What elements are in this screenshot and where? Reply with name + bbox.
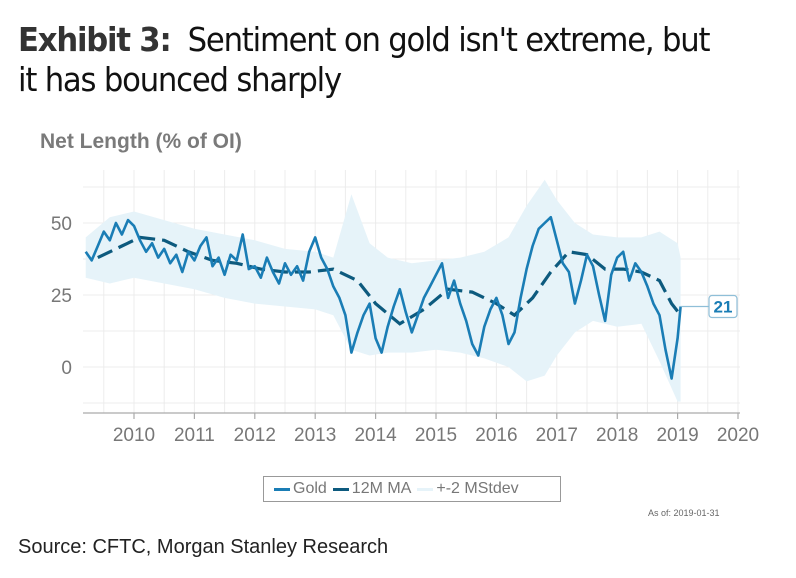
x-tick-label: 2020 xyxy=(717,425,759,446)
y-tick-label: 25 xyxy=(51,286,72,307)
ma-line xyxy=(97,235,682,326)
x-tick-label: 2018 xyxy=(596,425,638,446)
x-tick-label: 2015 xyxy=(415,425,457,446)
exhibit-heading: Sentiment on gold isn't extreme, but it … xyxy=(18,20,711,99)
x-tick-label: 2011 xyxy=(174,425,215,446)
legend-band: +-2 MStdev xyxy=(417,480,519,498)
legend-swatch-ma xyxy=(332,487,349,491)
x-tick-label: 2012 xyxy=(234,425,276,446)
legend: Gold 12M MA +-2 MStdev xyxy=(263,476,561,502)
legend-swatch-gold xyxy=(274,487,290,491)
end-label-box xyxy=(708,294,738,319)
gold-line xyxy=(84,215,682,380)
source-note: Source: CFTC, Morgan Stanley Research xyxy=(18,536,389,558)
x-tick-label: 2017 xyxy=(536,425,578,446)
stdev-band xyxy=(85,179,681,402)
as-of-date: As of: 2019-01-31 xyxy=(648,508,720,518)
legend-swatch-band xyxy=(417,487,434,491)
legend-ma: 12M MA xyxy=(332,480,411,498)
y-tick-label: 50 xyxy=(51,214,72,235)
x-tick-label: 2013 xyxy=(294,425,336,446)
x-tick-label: 2016 xyxy=(475,425,517,446)
x-tick-label: 2014 xyxy=(354,425,397,446)
x-tick-label: 2010 xyxy=(113,425,155,446)
y-tick-label: 0 xyxy=(61,358,72,379)
legend-gold: Gold xyxy=(274,480,327,498)
exhibit-number: Exhibit 3: xyxy=(18,20,172,59)
end-label-value: 21 xyxy=(714,298,733,317)
y-axis-label: Net Length (% of OI) xyxy=(40,130,242,153)
exhibit-title: Exhibit 3: Sentiment on gold isn't extre… xyxy=(18,20,734,100)
x-tick-label: 2019 xyxy=(656,425,698,446)
chart: 2010 2011 2012 2013 2014 2015 2016 2017 2018 2019… xyxy=(51,170,759,446)
